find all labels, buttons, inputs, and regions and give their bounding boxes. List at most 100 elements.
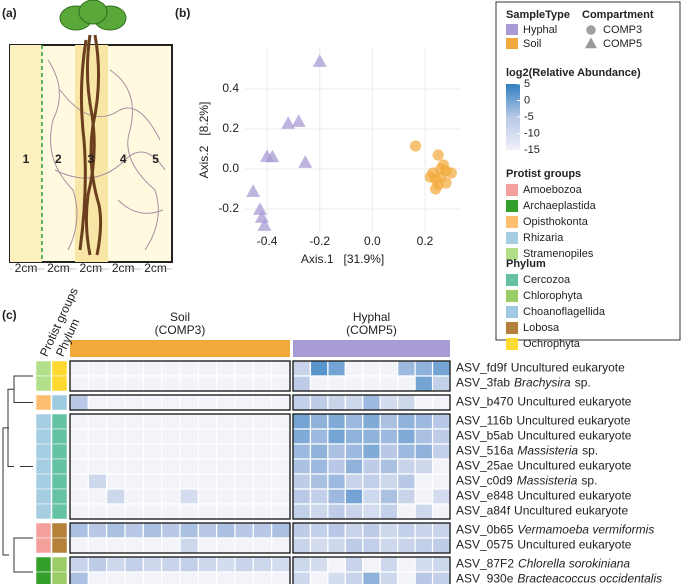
cluster-box xyxy=(292,556,451,584)
cell xyxy=(161,556,181,573)
cell xyxy=(344,394,364,411)
legend-symbol xyxy=(585,37,597,49)
roots xyxy=(78,34,103,256)
group-subtitle: (COMP3) xyxy=(155,323,206,337)
empty-cell xyxy=(106,428,126,445)
empty-cell xyxy=(142,488,163,505)
legend-label: Stramenopiles xyxy=(523,248,594,260)
empty-cell xyxy=(124,413,144,430)
cell xyxy=(431,537,451,554)
cell xyxy=(197,522,218,539)
cell xyxy=(106,556,126,573)
y-axis-label: Axis.2 [8.2%] xyxy=(197,102,211,179)
cell xyxy=(344,473,364,490)
cell xyxy=(161,522,181,539)
cluster-box xyxy=(292,413,451,520)
phylum-strip xyxy=(51,522,68,539)
cell xyxy=(414,443,434,460)
cell xyxy=(362,537,381,554)
panel-label: (c) xyxy=(2,308,17,322)
row-label: ASV_25ae Uncultured eukaryote xyxy=(456,459,632,473)
taxon: Uncultured eukaryote xyxy=(517,429,631,443)
group-bar xyxy=(70,340,290,357)
cell xyxy=(327,458,346,475)
empty-cell xyxy=(216,571,236,584)
empty-cell xyxy=(414,394,434,411)
empty-cell xyxy=(142,571,163,584)
legend-title: log2(Relative Abundance) xyxy=(506,67,641,79)
cell xyxy=(362,394,381,411)
protist-strip xyxy=(35,556,52,573)
cell xyxy=(397,394,416,411)
point xyxy=(246,184,261,197)
empty-cell xyxy=(397,556,416,573)
empty-cell xyxy=(87,360,108,377)
legend-label: Rhizaria xyxy=(523,232,564,244)
empty-cell xyxy=(252,375,273,392)
asv-id: ASV_e848 xyxy=(456,489,514,503)
cell xyxy=(414,375,434,392)
empty-cell xyxy=(234,443,254,460)
legend-label: Lobosa xyxy=(523,322,560,334)
empty-cell xyxy=(69,428,89,445)
legend-swatch xyxy=(506,38,518,49)
empty-cell xyxy=(252,458,273,475)
protist-strip xyxy=(35,537,52,554)
group-label: Soil xyxy=(170,310,190,324)
protist-strip xyxy=(35,503,52,520)
cell xyxy=(344,571,364,584)
protist-strip xyxy=(35,428,52,445)
cluster-box xyxy=(292,394,451,411)
x-tick-label: 0.2 xyxy=(417,234,434,248)
empty-cell xyxy=(87,428,108,445)
cell xyxy=(179,522,199,539)
legend-label: Ochrophyta xyxy=(523,338,581,350)
empty-cell xyxy=(431,394,451,411)
empty-cell xyxy=(69,537,89,554)
empty-cell xyxy=(362,360,381,377)
empty-cell xyxy=(161,458,181,475)
empty-cell xyxy=(252,360,273,377)
empty-cell xyxy=(216,428,236,445)
cell xyxy=(362,458,381,475)
empty-cell xyxy=(161,488,181,505)
taxon: Bracteacoccus occidentalis xyxy=(517,572,662,584)
panel-label: (a) xyxy=(2,6,17,20)
legend-swatch xyxy=(506,274,518,286)
cell xyxy=(292,443,312,460)
empty-cell xyxy=(234,488,254,505)
row-label: ASV_930e Bracteacoccus occidentalis xyxy=(456,572,662,584)
cell xyxy=(327,488,346,505)
phylum-strip xyxy=(51,413,68,430)
phylum-strip xyxy=(51,537,68,554)
zone-label: 5 xyxy=(152,152,159,166)
phylum-strip xyxy=(51,556,68,573)
empty-cell xyxy=(252,537,273,554)
empty-cell xyxy=(362,556,381,573)
cell xyxy=(124,556,144,573)
empty-cell xyxy=(431,473,451,490)
empty-cell xyxy=(161,503,181,520)
empty-cell xyxy=(397,503,416,520)
empty-cell xyxy=(161,571,181,584)
empty-cell xyxy=(142,375,163,392)
cell xyxy=(327,413,346,430)
cell xyxy=(309,458,329,475)
cell xyxy=(379,537,399,554)
phylum-strip xyxy=(51,458,68,475)
cell xyxy=(379,413,399,430)
empty-cell xyxy=(216,394,236,411)
empty-cell xyxy=(124,503,144,520)
cell xyxy=(142,556,163,573)
row-label: ASV_a84f Uncultured eukaryote xyxy=(456,504,628,518)
legend-swatch xyxy=(506,24,518,35)
empty-cell xyxy=(69,360,89,377)
cell xyxy=(179,556,199,573)
cluster-box xyxy=(292,522,451,554)
empty-cell xyxy=(179,428,199,445)
taxon: Uncultured eukaryote xyxy=(517,459,631,473)
cell xyxy=(309,443,329,460)
legend-label: Opisthokonta xyxy=(523,216,589,228)
cell xyxy=(142,522,163,539)
